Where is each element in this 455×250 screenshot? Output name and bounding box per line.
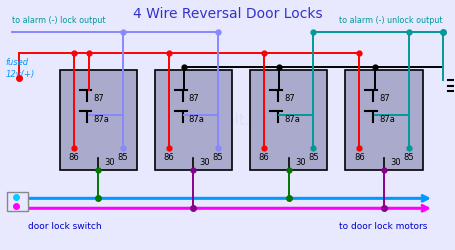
Text: to door lock motors: to door lock motors (339, 222, 427, 232)
Text: 86: 86 (354, 153, 365, 162)
Text: 87a: 87a (379, 114, 395, 124)
Text: fused: fused (5, 58, 28, 67)
Text: 30: 30 (200, 158, 210, 167)
Text: 87a: 87a (284, 114, 300, 124)
Text: the12volt.com: the12volt.com (172, 112, 283, 128)
Text: 30: 30 (390, 158, 401, 167)
Text: 85: 85 (117, 153, 128, 162)
Text: 87: 87 (189, 94, 200, 103)
Bar (7, 192, 28, 211)
Text: 12v(+): 12v(+) (5, 70, 35, 78)
Text: to alarm (-) lock output: to alarm (-) lock output (12, 16, 106, 25)
Bar (250, 70, 327, 170)
Bar (345, 70, 423, 170)
Text: 85: 85 (213, 153, 223, 162)
Text: 85: 85 (308, 153, 318, 162)
Text: 87: 87 (284, 94, 295, 103)
Bar (60, 70, 137, 170)
Text: 86: 86 (163, 153, 174, 162)
Text: 85: 85 (404, 153, 414, 162)
Text: 86: 86 (68, 153, 79, 162)
Text: 87: 87 (94, 94, 104, 103)
Text: 4 Wire Reversal Door Locks: 4 Wire Reversal Door Locks (133, 7, 322, 21)
Text: 30: 30 (295, 158, 305, 167)
Text: door lock switch: door lock switch (28, 222, 101, 232)
Text: 86: 86 (259, 153, 269, 162)
Text: 87a: 87a (94, 114, 110, 124)
Text: 87a: 87a (189, 114, 205, 124)
Bar (155, 70, 232, 170)
Text: to alarm (-) unlock output: to alarm (-) unlock output (339, 16, 443, 25)
Text: 30: 30 (104, 158, 115, 167)
Text: 87: 87 (379, 94, 390, 103)
